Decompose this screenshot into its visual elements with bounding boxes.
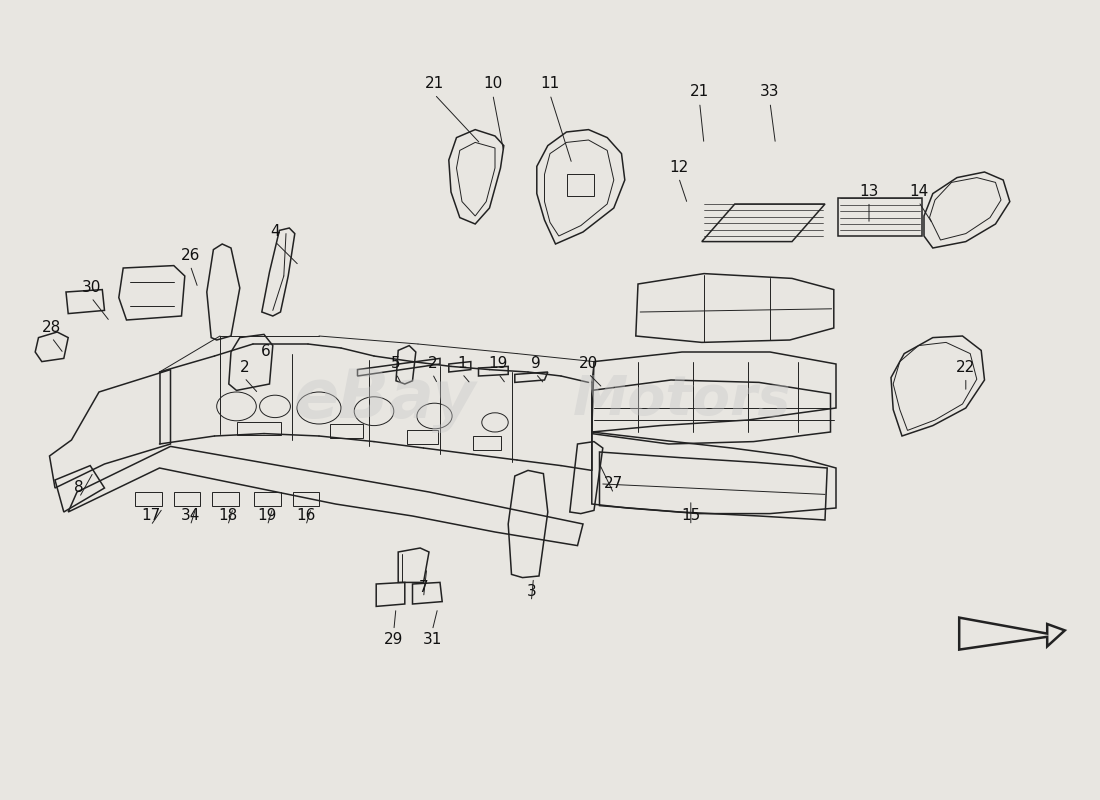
Text: 21: 21 <box>425 77 444 91</box>
Text: 17: 17 <box>141 509 161 523</box>
Text: 10: 10 <box>483 77 503 91</box>
Text: 9: 9 <box>531 357 540 371</box>
Text: 29: 29 <box>384 633 404 647</box>
Text: 8: 8 <box>75 481 84 495</box>
Text: 6: 6 <box>262 345 271 359</box>
Text: 30: 30 <box>81 281 101 295</box>
Text: 4: 4 <box>271 225 279 239</box>
Text: 3: 3 <box>527 585 536 599</box>
Text: 2: 2 <box>240 361 249 375</box>
Text: 22: 22 <box>956 361 976 375</box>
Text: 16: 16 <box>296 509 316 523</box>
Text: 7: 7 <box>419 581 428 595</box>
Text: 14: 14 <box>909 185 928 199</box>
Text: 11: 11 <box>540 77 560 91</box>
Text: 15: 15 <box>681 509 701 523</box>
Text: 19: 19 <box>488 357 508 371</box>
Text: 26: 26 <box>180 249 200 263</box>
Text: 20: 20 <box>579 357 598 371</box>
Text: eBay: eBay <box>294 367 476 433</box>
Text: 2: 2 <box>428 357 437 371</box>
Text: 1: 1 <box>458 357 466 371</box>
Text: 34: 34 <box>180 509 200 523</box>
Text: 28: 28 <box>42 321 62 335</box>
Text: 31: 31 <box>422 633 442 647</box>
Text: 5: 5 <box>392 357 400 371</box>
Text: 13: 13 <box>859 185 879 199</box>
Text: 33: 33 <box>760 85 780 99</box>
Text: 19: 19 <box>257 509 277 523</box>
Text: 21: 21 <box>690 85 710 99</box>
Text: 12: 12 <box>669 161 689 175</box>
Text: 27: 27 <box>604 477 624 491</box>
Text: 18: 18 <box>218 509 238 523</box>
Text: Motors: Motors <box>573 373 791 427</box>
